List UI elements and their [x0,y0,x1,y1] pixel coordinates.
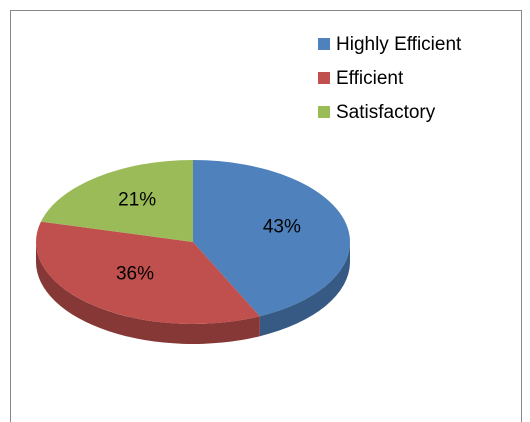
legend-label: Satisfactory [336,102,436,123]
legend-swatch [318,38,330,50]
pie-slice [40,160,193,242]
legend-swatch [318,72,330,84]
pie-slice [193,160,351,317]
legend-label: Efficient [336,68,404,89]
data-label: 36% [116,264,154,285]
legend-swatch [318,106,330,118]
pie-side [259,242,350,337]
data-label: 43% [263,217,301,238]
data-label: 21% [118,189,156,210]
pie-side [36,242,260,345]
chart-border [10,10,522,422]
pie-slice [35,221,260,324]
legend-label: Highly Efficient [336,34,462,55]
